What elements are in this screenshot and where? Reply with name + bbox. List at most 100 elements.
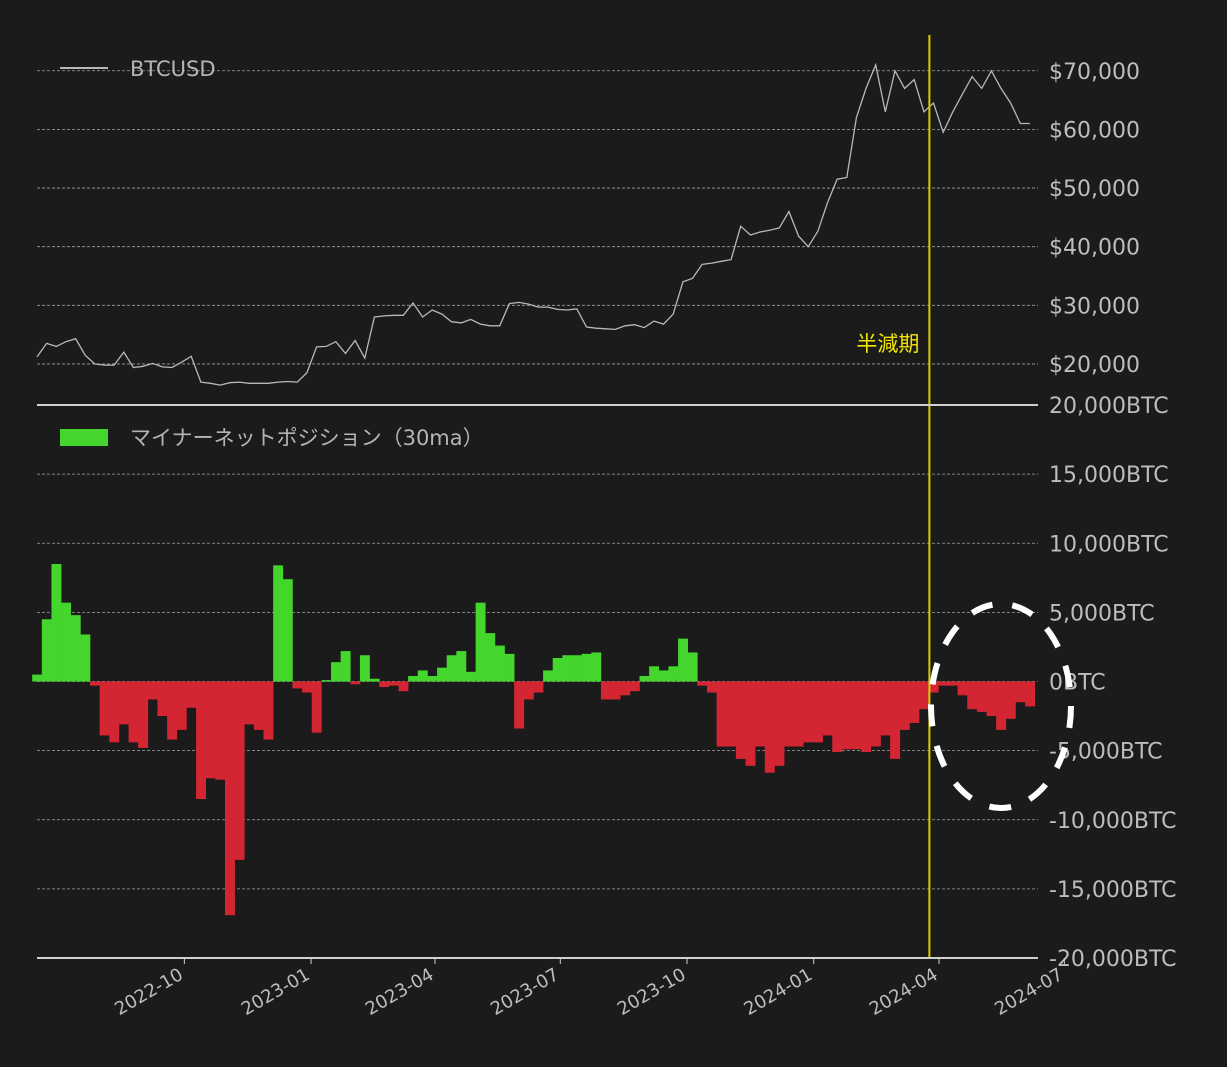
position-bar: [890, 681, 901, 759]
position-bar: [32, 674, 43, 682]
legend-label-btcusd: BTCUSD: [130, 57, 216, 81]
position-bar: [186, 681, 197, 708]
position-bar: [832, 681, 843, 753]
position-legend: マイナーネットポジション（30ma）: [60, 426, 484, 450]
position-bar: [533, 681, 544, 693]
position-bar: [745, 681, 756, 766]
position-bar: [938, 681, 949, 686]
position-bar: [176, 681, 187, 730]
position-bar: [1025, 681, 1036, 707]
y-tick-label: $20,000: [1049, 353, 1140, 378]
position-bar: [967, 681, 978, 710]
position-bar: [813, 681, 823, 743]
y-tick-label: $60,000: [1049, 118, 1140, 143]
position-bar: [514, 681, 525, 729]
position-bar: [620, 681, 631, 696]
position-bar: [870, 681, 881, 747]
position-bar: [263, 681, 274, 740]
position-bar: [504, 653, 515, 682]
y-tick-label: 5,000BTC: [1049, 601, 1155, 626]
position-bar: [687, 652, 698, 682]
position-bar: [764, 681, 775, 773]
position-bar: [388, 681, 399, 686]
position-bar: [80, 634, 91, 682]
position-bar: [591, 652, 602, 682]
position-bar: [957, 681, 968, 696]
position-bar: [880, 681, 891, 736]
position-bar: [784, 681, 795, 747]
position-axis-labels: 20,000BTC 15,000BTC 10,000BTC 5,000BTC 0BTC -…: [1049, 394, 1177, 972]
position-bar: [822, 681, 833, 736]
y-tick-label: 10,000BTC: [1049, 532, 1169, 557]
halving-annotation: 半減期: [856, 332, 919, 356]
position-bar: [292, 681, 303, 689]
price-gridlines: [37, 70, 1038, 365]
position-bar: [215, 681, 226, 780]
position-bar: [437, 667, 447, 682]
position-bar: [485, 633, 496, 682]
position-bar: [726, 681, 737, 747]
position-bar: [138, 681, 149, 748]
position-bar: [861, 681, 872, 753]
position-bar: [350, 681, 361, 685]
position-bar: [147, 681, 158, 700]
position-bar: [369, 678, 380, 682]
position-bar: [947, 681, 958, 686]
position-bar: [841, 681, 852, 750]
position-bar: [41, 619, 52, 682]
position-bar: [919, 681, 929, 710]
y-tick-label: $30,000: [1049, 294, 1140, 319]
position-bar: [562, 655, 573, 682]
position-bar: [928, 681, 939, 693]
position-bar: [359, 655, 370, 682]
y-tick-label: 15,000BTC: [1049, 463, 1169, 488]
position-bar: [678, 638, 688, 682]
position-bar: [157, 681, 168, 717]
position-bar: [224, 681, 235, 916]
position-bar: [196, 681, 206, 800]
position-bar: [118, 681, 129, 725]
y-tick-label: $40,000: [1049, 236, 1140, 261]
miner-net-position-bars: [32, 563, 1036, 916]
y-tick-label: -15,000BTC: [1049, 878, 1177, 903]
price-legend: BTCUSD: [60, 57, 216, 81]
position-bar: [706, 681, 717, 693]
y-tick-label: $50,000: [1049, 177, 1140, 202]
position-bar: [494, 645, 505, 682]
position-bar: [552, 657, 563, 682]
y-tick-label: -20,000BTC: [1049, 947, 1177, 972]
y-tick-label: 0BTC: [1049, 671, 1106, 696]
position-bar: [610, 681, 621, 700]
position-bar: [996, 681, 1007, 730]
position-bar: [899, 681, 910, 730]
position-bar: [427, 675, 438, 682]
position-bar: [311, 681, 322, 733]
y-tick-label: -5,000BTC: [1049, 740, 1163, 765]
position-bar: [793, 681, 804, 747]
position-bar: [629, 681, 640, 692]
position-bar: [475, 602, 486, 682]
price-axis-labels: $20,000 $30,000 $40,000 $50,000 $60,000 $70,0…: [1049, 60, 1140, 378]
position-bar: [128, 681, 139, 743]
position-bar: [456, 651, 467, 682]
position-bar: [109, 681, 120, 743]
position-bar: [340, 651, 351, 682]
position-bar: [253, 681, 264, 730]
position-bar: [986, 681, 997, 717]
position-bar: [446, 655, 457, 682]
position-bar: [273, 565, 284, 682]
y-tick-label: 20,000BTC: [1049, 394, 1169, 419]
position-bar: [523, 681, 534, 700]
position-bar: [51, 563, 62, 682]
position-bar: [851, 681, 862, 750]
position-bar: [408, 675, 419, 682]
position-bar: [697, 681, 708, 686]
position-bar: [658, 670, 669, 682]
position-bar: [321, 680, 332, 682]
position-bar: [234, 681, 245, 860]
position-bar: [379, 681, 390, 688]
position-bar: [581, 653, 592, 682]
position-bar: [755, 681, 766, 747]
position-bar: [398, 681, 409, 692]
